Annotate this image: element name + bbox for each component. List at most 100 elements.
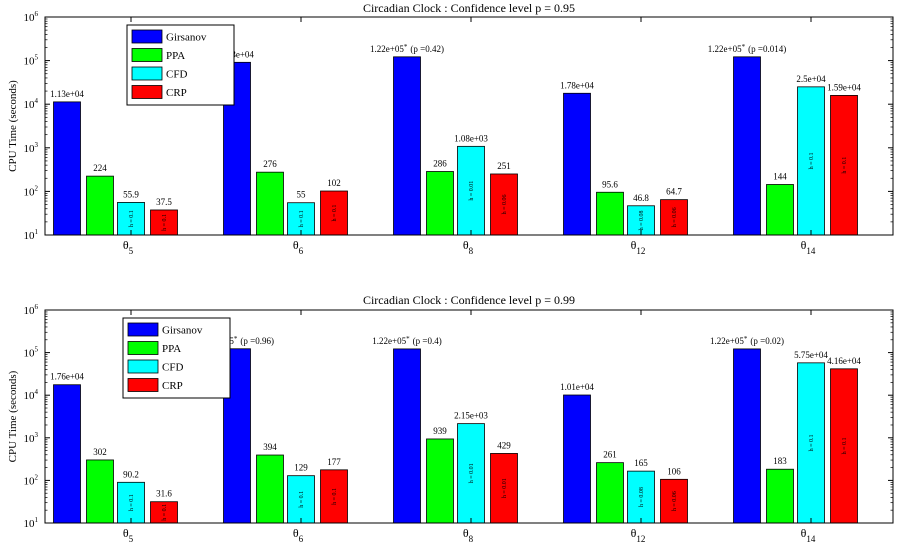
bar-inner-label: h = 0.06 (672, 491, 678, 511)
data-label: 429 (497, 440, 511, 450)
y-axis-label: CPU Time (seconds) (7, 80, 19, 172)
x-tick-subscript: 14 (806, 534, 816, 544)
data-label-note: (p =0.42) (410, 44, 444, 54)
bar-inner-label: h = 0.1 (129, 494, 135, 511)
y-tick-exponent: 3 (35, 141, 39, 149)
bar-crp-5 (830, 368, 858, 524)
data-label: 1.22e+05* (p =0.4) (372, 335, 441, 346)
data-label: 302 (93, 447, 107, 457)
bar-crp-5 (830, 95, 858, 236)
bar-cfd-4 (627, 470, 655, 524)
x-tick-label: θ12 (631, 238, 646, 256)
plot-frame (44, 16, 894, 236)
legend-swatch-girsanov (127, 322, 159, 337)
data-label-star: * (406, 335, 410, 343)
y-tick-exponent: 5 (35, 346, 39, 354)
bar-crp-3 (490, 453, 518, 524)
legend-swatch-crp (131, 85, 163, 99)
chart-title: Circadian Clock : Confidence level p = 0… (363, 1, 575, 15)
bar-ppa-1 (86, 175, 114, 236)
bar-inner-label: h = 0.1 (842, 437, 848, 454)
data-label: 276 (263, 159, 277, 169)
data-label: 224 (93, 163, 107, 173)
x-tick-subscript: 8 (469, 534, 474, 544)
y-tick-label: 106 (24, 10, 39, 24)
data-label-note: (p =0.4) (413, 336, 442, 346)
legend: Girsanov PPA CFD CRP (126, 24, 235, 106)
data-label-note: (p =0.014) (748, 44, 786, 54)
chart-panel-2: Circadian Clock : Confidence level p = 0… (7, 293, 894, 544)
bar-crp-4 (660, 199, 688, 236)
data-label: 64.7 (666, 187, 682, 197)
bar-inner-label: h = 0.1 (299, 210, 305, 227)
plot-frame (44, 309, 894, 524)
x-tick-subscript: 6 (299, 246, 304, 256)
y-tick-exponent: 5 (35, 54, 39, 62)
legend-swatch-cfd (131, 66, 163, 81)
data-label: 177 (327, 457, 341, 467)
bar-girsanov-4 (563, 92, 591, 236)
data-label: 46.8 (633, 193, 649, 203)
x-tick-label: θ14 (801, 238, 816, 256)
bar-ppa-5 (766, 184, 794, 236)
data-label: 183 (773, 456, 787, 466)
x-tick-label: θ8 (463, 526, 474, 544)
data-label: 5.75e+04 (794, 350, 828, 360)
bar-cfd-5 (797, 362, 825, 524)
legend-label-girsanov: Girsanov (162, 325, 203, 337)
data-label-note: (p =0.02) (750, 336, 784, 346)
x-tick-subscript: 14 (806, 246, 816, 256)
data-label: 31.6 (156, 489, 172, 499)
data-label: 37.5 (156, 197, 172, 207)
y-tick-label: 103 (24, 141, 39, 155)
y-tick-label: 103 (24, 431, 39, 445)
legend-label-cfd: CFD (162, 362, 183, 374)
bar-cfd-2 (287, 475, 315, 524)
x-tick-label: θ8 (463, 238, 474, 256)
data-label: 55 (297, 190, 307, 200)
bar-inner-label: h = 0.1 (809, 152, 815, 169)
legend-swatch-crp (127, 378, 159, 392)
data-label: 144 (773, 171, 787, 181)
bar-inner-label: h = 0.1 (162, 214, 168, 231)
data-label: 1.59e+04 (827, 82, 861, 92)
data-label: 165 (634, 458, 648, 468)
data-label: 90.2 (123, 469, 139, 479)
bar-inner-label: h = 0.1 (332, 488, 338, 505)
data-label: 1.01e+04 (560, 382, 594, 392)
data-label: 1.76e+04 (50, 372, 84, 382)
bar-ppa-2 (256, 454, 284, 524)
x-tick-label: θ5 (123, 526, 134, 544)
bar-ppa-5 (766, 468, 794, 524)
bar-girsanov-1 (53, 101, 81, 236)
bar-inner-label: h = 0.1 (842, 157, 848, 174)
data-label-star: * (742, 43, 746, 51)
y-tick-label: 104 (24, 97, 39, 111)
y-tick-label: 104 (24, 388, 39, 402)
chart-title: Circadian Clock : Confidence level p = 0… (363, 293, 575, 307)
data-label: 1.23e+05*(p =0.96) (200, 335, 274, 346)
data-label: 129 (294, 463, 308, 473)
bar-crp-2 (320, 190, 348, 236)
data-label-star: * (234, 335, 238, 343)
bar-ppa-4 (596, 462, 624, 524)
y-tick-label: 102 (24, 184, 39, 198)
y-tick-exponent: 3 (35, 431, 39, 439)
data-label: 1.78e+04 (560, 80, 594, 90)
bar-girsanov-5 (733, 348, 761, 524)
y-tick-label: 106 (24, 303, 39, 317)
y-tick-exponent: 4 (35, 388, 39, 396)
bar-girsanov-3 (393, 348, 421, 524)
x-tick-subscript: 6 (299, 534, 304, 544)
data-label: 1.22e+05* (p =0.42) (370, 43, 444, 54)
bar-ppa-1 (86, 459, 114, 524)
bar-cfd-5 (797, 86, 825, 236)
legend-label-cfd: CFD (166, 69, 187, 81)
data-label: 2.15e+03 (454, 411, 488, 421)
data-label: 1.08e+03 (454, 133, 488, 143)
data-label: 251 (497, 161, 511, 171)
bar-inner-label: h = 0.1 (809, 434, 815, 451)
y-tick-label: 105 (24, 346, 39, 360)
legend-label-crp: CRP (166, 87, 187, 99)
bar-ppa-2 (256, 171, 284, 236)
